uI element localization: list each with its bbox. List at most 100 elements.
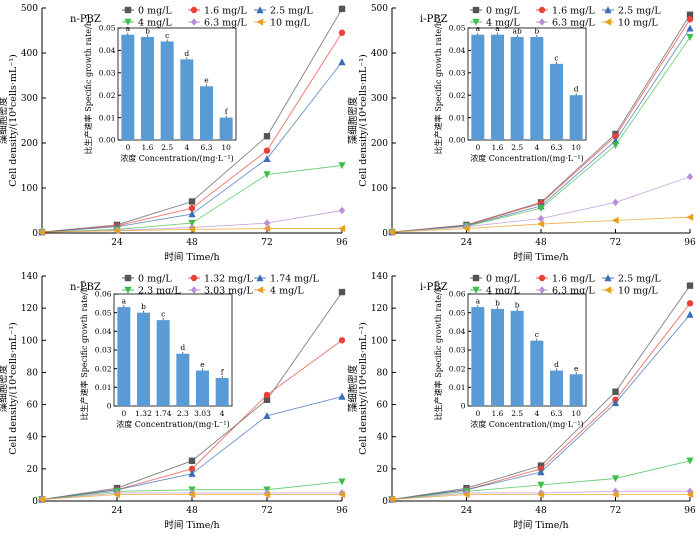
inset-bar bbox=[510, 36, 524, 140]
inset-x-tick-label: 4 bbox=[184, 143, 189, 152]
inset-significance-label: b bbox=[495, 298, 500, 307]
series-6 bbox=[388, 213, 694, 236]
data-point bbox=[188, 225, 196, 233]
y-tick-label: 80 bbox=[27, 368, 39, 378]
legend-label: 0 mg/L bbox=[138, 5, 172, 16]
inset-y-tick-label: 0.06 bbox=[449, 290, 466, 299]
data-point bbox=[686, 16, 694, 23]
inset-bar bbox=[569, 374, 583, 406]
y-tick-label: 20 bbox=[377, 465, 389, 475]
inset-bar bbox=[141, 36, 154, 140]
inset-x-tick-label: 0 bbox=[125, 143, 130, 152]
data-point bbox=[462, 490, 470, 499]
y-tick-label: 100 bbox=[21, 336, 38, 346]
inset-y-title: 比生产速率 Specific growth rate/h⁻¹ bbox=[79, 280, 89, 421]
inset-chart: 0.00 0.01 0.02 0.03 0.04 0.05 a 0 b 1.6 c 2.5 d 4 e 6.3… bbox=[83, 14, 237, 163]
inset-x-tick-label: 0 bbox=[475, 409, 480, 418]
y-tick-label: 400 bbox=[21, 49, 38, 59]
data-point bbox=[537, 481, 545, 489]
panel-title: i-PBZ bbox=[420, 282, 448, 293]
x-tick-label: 48 bbox=[535, 238, 547, 248]
inset-x-tick-label: 4 bbox=[534, 409, 539, 418]
legend-marker bbox=[124, 6, 132, 14]
inset-bar bbox=[196, 370, 209, 406]
inset-x-tick-label: 0 bbox=[121, 409, 126, 418]
data-point bbox=[38, 495, 46, 503]
series-6 bbox=[388, 490, 694, 503]
y-tick-label: 0 bbox=[382, 229, 388, 239]
y-tick-label: 100 bbox=[21, 184, 38, 194]
legend-label: 6.3 mg/L bbox=[552, 17, 595, 28]
y-tick-label: 0 bbox=[32, 229, 38, 239]
inset-y-tick-label: 0.00 bbox=[449, 136, 466, 145]
data-point bbox=[338, 478, 346, 486]
x-tick-label: 96 bbox=[336, 238, 348, 248]
data-point bbox=[537, 490, 545, 499]
y-axis-title-cn: 藻细胞密度 bbox=[0, 364, 9, 412]
legend-label: 1.74 mg/L bbox=[270, 273, 319, 284]
inset-x-tick-label: 6.3 bbox=[551, 143, 563, 152]
y-tick-label: 500 bbox=[21, 4, 38, 14]
inset-y-tick-label: 0.00 bbox=[99, 136, 116, 145]
inset-y-tick-label: 0.01 bbox=[449, 113, 466, 122]
legend-label: 3.03 mg/L bbox=[204, 285, 253, 296]
inset-significance-label: c bbox=[165, 31, 169, 40]
inset-x-tick-label: 2.5 bbox=[511, 409, 523, 418]
inset-significance-label: c bbox=[161, 310, 165, 319]
data-point bbox=[686, 213, 694, 221]
inset-y-tick-label: 0.02 bbox=[449, 91, 466, 100]
inset-x-tick-label: 6.3 bbox=[551, 409, 563, 418]
legend-marker bbox=[256, 274, 264, 282]
inset-x-tick-label: 1.6 bbox=[492, 409, 504, 418]
legend-marker bbox=[604, 286, 612, 294]
x-tick-label: 72 bbox=[610, 506, 621, 516]
data-point bbox=[537, 468, 545, 476]
inset-frame bbox=[117, 27, 237, 141]
legend-label: 10 mg/L bbox=[618, 17, 658, 28]
inset-chart: 0 0.01 0.02 0.03 0.04 0.05 0.06 a 0 b 1.6 b 2.5 c 4 d 6.… bbox=[433, 280, 587, 429]
inset-significance-label: c bbox=[554, 53, 558, 62]
inset-x-tick-label: 10 bbox=[221, 143, 231, 152]
inset-x-title: 浓度 Concentration/(mg·L⁻¹) bbox=[470, 419, 583, 429]
panel-title: n-PBZ bbox=[70, 14, 101, 25]
y-tick-label: 140 bbox=[21, 272, 38, 282]
data-point bbox=[263, 133, 271, 140]
y-tick-label: 0 bbox=[32, 497, 38, 507]
y-axis-title: Cell density/(10⁴cells·mL⁻¹) bbox=[358, 54, 369, 186]
inset-x-tick-label: 1.32 bbox=[135, 409, 152, 418]
inset-x-title: 浓度 Concentration/(mg·L⁻¹) bbox=[470, 153, 583, 163]
y-tick-label: 80 bbox=[377, 368, 389, 378]
inset-bar bbox=[491, 34, 504, 140]
x-axis-title: 时间 Time/h bbox=[164, 251, 219, 263]
legend-label: 6.3 mg/L bbox=[204, 17, 247, 28]
legend-label: 1.32 mg/L bbox=[204, 273, 253, 284]
legend-marker bbox=[190, 274, 198, 282]
legend-marker bbox=[190, 286, 198, 294]
inset-bar bbox=[180, 59, 194, 140]
legend-marker bbox=[124, 18, 132, 26]
data-point bbox=[338, 58, 346, 66]
inset-chart: 0.00 0.01 0.02 0.03 0.04 0.05 a 0 a 1.6 ab 2.5 b 4 c 6.… bbox=[433, 14, 587, 163]
x-axis-title: 时间 Time/h bbox=[164, 519, 219, 531]
inset-significance-label: a bbox=[476, 297, 481, 306]
inset-bar bbox=[491, 308, 504, 406]
data-point bbox=[263, 412, 271, 420]
legend-marker bbox=[538, 18, 546, 26]
inset-chart: 0 0.01 0.02 0.03 0.04 0.05 0.06 a 0 b 1.32 c 1.74 d 2.… bbox=[79, 280, 233, 429]
inset-bar bbox=[156, 320, 170, 406]
inset-significance-label: c bbox=[535, 330, 539, 339]
inset-bar bbox=[471, 307, 485, 406]
data-point bbox=[686, 300, 694, 307]
legend-label: 4 mg/L bbox=[486, 17, 520, 28]
data-point bbox=[612, 388, 619, 395]
x-tick-label: 48 bbox=[186, 238, 198, 248]
legend-marker bbox=[190, 18, 198, 26]
data-point bbox=[188, 469, 196, 477]
inset-significance-label: a bbox=[495, 24, 500, 33]
inset-significance-label: b bbox=[534, 26, 539, 35]
legend-label: 1.6 mg/L bbox=[204, 5, 247, 16]
inset-significance-label: d bbox=[574, 85, 579, 94]
